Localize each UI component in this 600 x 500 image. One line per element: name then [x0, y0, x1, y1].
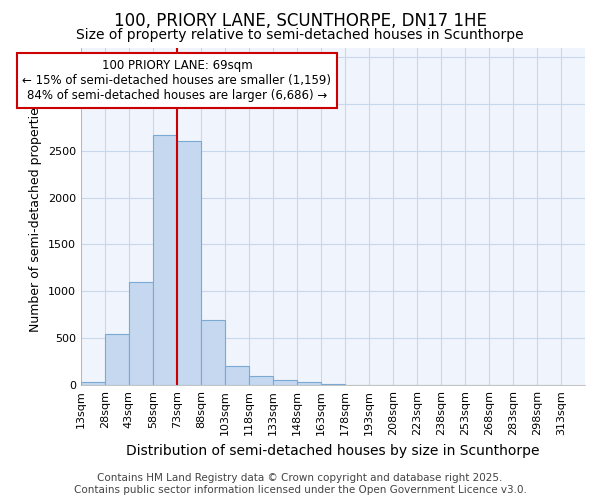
- Bar: [249, 376, 273, 385]
- Bar: [225, 366, 249, 385]
- Bar: [321, 384, 345, 385]
- Bar: [105, 334, 129, 385]
- Text: 100, PRIORY LANE, SCUNTHORPE, DN17 1HE: 100, PRIORY LANE, SCUNTHORPE, DN17 1HE: [113, 12, 487, 30]
- Bar: [177, 142, 201, 385]
- Bar: [81, 382, 105, 385]
- Y-axis label: Number of semi-detached properties: Number of semi-detached properties: [29, 100, 43, 332]
- Text: Size of property relative to semi-detached houses in Scunthorpe: Size of property relative to semi-detach…: [76, 28, 524, 42]
- Text: Contains HM Land Registry data © Crown copyright and database right 2025.
Contai: Contains HM Land Registry data © Crown c…: [74, 474, 526, 495]
- Bar: [273, 380, 297, 385]
- Text: 100 PRIORY LANE: 69sqm
← 15% of semi-detached houses are smaller (1,159)
84% of : 100 PRIORY LANE: 69sqm ← 15% of semi-det…: [22, 59, 331, 102]
- Bar: [153, 134, 177, 385]
- X-axis label: Distribution of semi-detached houses by size in Scunthorpe: Distribution of semi-detached houses by …: [126, 444, 540, 458]
- Bar: [201, 320, 225, 385]
- Bar: [129, 282, 153, 385]
- Bar: [297, 382, 321, 385]
